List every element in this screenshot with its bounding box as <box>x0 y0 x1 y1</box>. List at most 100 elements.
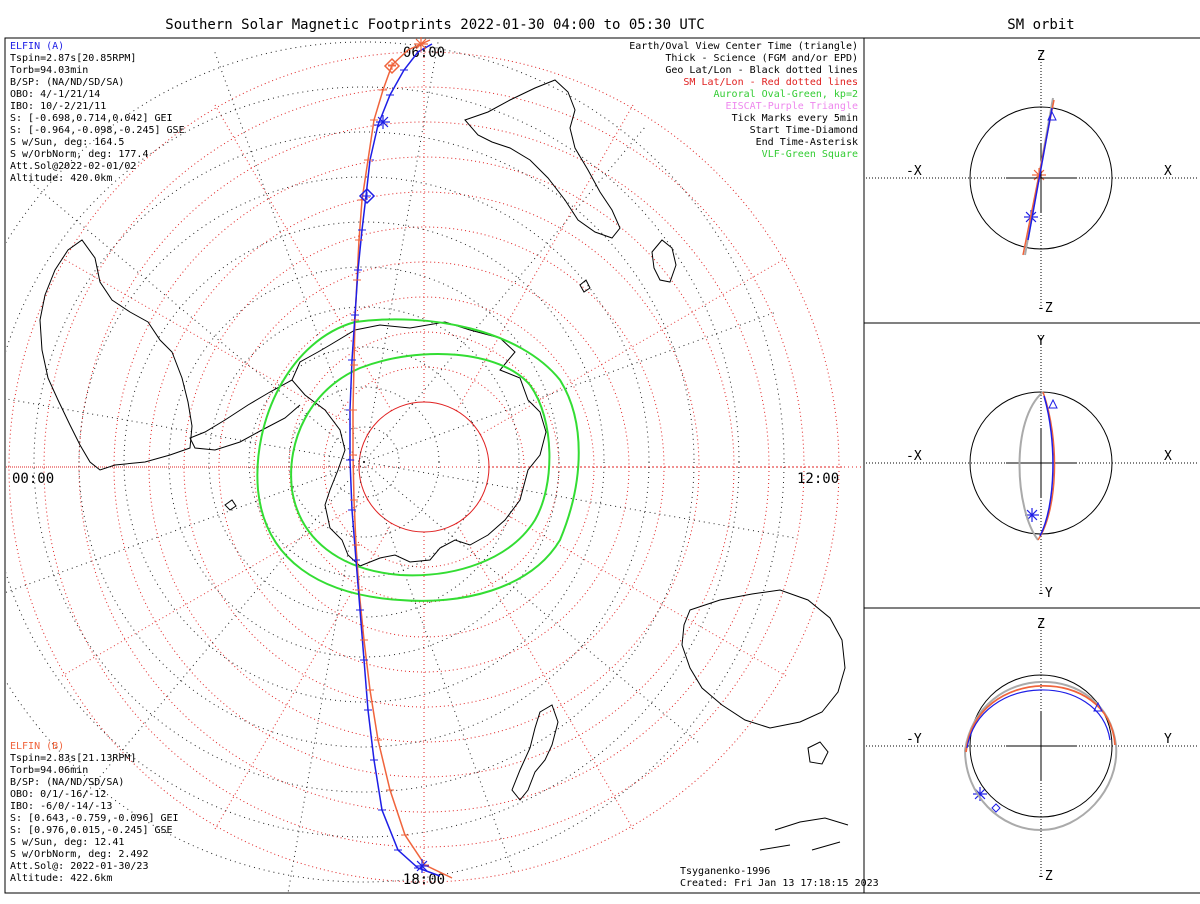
legend-entry: Earth/Oval View Center Time (triangle) <box>629 41 858 52</box>
sm-lon-line <box>480 256 788 435</box>
elfin-a-info-line: S: [-0.698,0.714,0.042] GEI <box>10 113 173 124</box>
orbit-trace-gray <box>1018 391 1044 541</box>
sm-lon-line <box>480 499 788 678</box>
elfin-a-start-diamond <box>358 187 376 205</box>
geo-lat-circle <box>6 86 740 838</box>
orbit-label-bottom: -Z <box>1037 301 1053 316</box>
model-label: Tsyganenko-1996 <box>680 866 770 877</box>
elfin-a-info-line: Torb=94.03min <box>10 65 88 76</box>
elfin-a-info-line: S w/OrbNorm, deg: 177.4 <box>10 149 148 160</box>
elfin-a-title: ELFIN (A) <box>10 41 64 52</box>
elfin-b-info-line: Torb=94.06min <box>10 765 88 776</box>
orbit-title: SM orbit <box>1007 17 1074 33</box>
geo-lon-line <box>213 48 365 463</box>
elfin-a-info-line: OBO: 4/-1/21/14 <box>10 89 100 100</box>
geo-lon-line <box>363 311 778 463</box>
geo-lon-line <box>6 398 365 463</box>
orbit-trace-gray <box>964 680 1118 832</box>
elfin-a-info-line: S w/Sun, deg: 164.5 <box>10 137 124 148</box>
legend-entry: SM Lat/Lon - Red dotted lines <box>683 77 858 88</box>
antarctica-coastline <box>291 321 547 567</box>
elfin-a-info-line: B/SP: (NA/ND/SD/SA) <box>10 77 124 88</box>
geo-lat-circle <box>208 306 520 618</box>
geo-lon-line <box>363 39 440 463</box>
orbit-label-right: X <box>1164 449 1172 464</box>
orbit-label-bottom: -Z <box>1037 869 1053 884</box>
sm-lon-line <box>213 103 392 411</box>
coastlines <box>39 79 849 851</box>
time-label-left: 00:00 <box>12 471 54 487</box>
orbit-label-left: -X <box>906 164 922 179</box>
time-label-right: 12:00 <box>797 471 839 487</box>
orbit-trace-a <box>1027 107 1053 241</box>
orbit-trace-b <box>965 684 1116 753</box>
elfin-b-info-line: S: [0.643,-0.759,-0.096] GEI <box>10 813 179 824</box>
earth-circle <box>969 674 1113 818</box>
auroral-oval-outer <box>256 318 580 602</box>
elfin-a-end-asterisk <box>377 116 389 128</box>
elfin-b-start-diamond <box>383 57 401 75</box>
elfin-a-track <box>349 43 441 877</box>
elfin-b-info-line: Tspin=2.83s[21.13RPM] <box>10 753 136 764</box>
orbit-label-right: X <box>1164 164 1172 179</box>
legend-entry: Tick Marks every 5min <box>732 113 858 124</box>
geo-lat-circle <box>288 386 440 538</box>
legend-entry: Thick - Science (FGM and/or EPD) <box>665 53 858 64</box>
legend-entry: End Time-Asterisk <box>756 137 858 148</box>
orbit-panel-1: Z -Z -X X <box>866 49 1198 316</box>
indonesia-coastline <box>759 817 849 851</box>
elfin-a-info: ELFIN (A) Tspin=2.87s[20.85RPM]Torb=94.0… <box>10 41 185 184</box>
elfin-b-info-line: OBO: 0/1/-16/-12 <box>10 789 106 800</box>
elfin-a-info-line: Altitude: 420.0km <box>10 173 112 184</box>
sm-lat-circle <box>8 51 840 883</box>
elfin-b-info-line: B/SP: (NA/ND/SD/SA) <box>10 777 124 788</box>
south-america-coastline <box>39 239 193 471</box>
kerguelen-island <box>579 279 591 293</box>
geo-lon-line <box>363 461 702 746</box>
orbit-label-left: -X <box>906 449 922 464</box>
legend-entry: EISCAT-Purple Triangle <box>726 101 858 112</box>
geo-lon-line <box>26 178 365 463</box>
legend-entry: Auroral Oval-Green, kp=2 <box>714 89 859 100</box>
geo-lat-circle <box>33 131 695 793</box>
elfin-b-info-line: IBO: -6/0/-14/-13 <box>10 801 112 812</box>
geo-lon-line <box>6 461 365 593</box>
elfin-b-info-line: S w/Sun, deg: 12.41 <box>10 837 124 848</box>
geo-lat-circle <box>168 266 560 658</box>
africa-coastline <box>464 79 621 239</box>
sm-orbit-panels: Z -Z -X X Y -Y -X X Z -Z -Y Y <box>866 49 1198 884</box>
elfin-a-bottom-asterisk <box>416 860 428 872</box>
orbit-a-asterisk <box>1026 509 1038 521</box>
sm-lon-line <box>456 523 635 831</box>
orbit-label-right: Y <box>1164 732 1172 747</box>
sm-lon-line <box>60 499 368 678</box>
earth-circle <box>969 106 1113 250</box>
auroral-ovals <box>256 318 580 602</box>
sm-lat-lon-grid <box>6 47 861 887</box>
auroral-oval-inner <box>290 353 551 577</box>
geo-lon-line <box>363 461 515 876</box>
new-zealand-coastline <box>511 704 559 801</box>
orbit-view-triangle <box>1093 701 1103 712</box>
orbit-label-top: Y <box>1037 334 1045 349</box>
geo-lon-line <box>80 461 365 800</box>
elfin-b-info-line: S: [0.976,0.015,-0.245] GSE <box>10 825 173 836</box>
sm-lat-circle <box>148 191 700 743</box>
orbit-panel-2: Y -Y -X X <box>866 334 1198 601</box>
map-frame <box>4 37 865 894</box>
elfin-b-info-line: Att.Sol@: 2022-01-30/23 <box>10 861 148 872</box>
orbit-view-triangle <box>1048 398 1058 409</box>
geo-lon-line <box>363 124 648 463</box>
time-label-bottom: 18:00 <box>403 872 445 888</box>
madagascar-coastline <box>651 239 677 283</box>
elfin-b-track <box>352 39 453 879</box>
geo-lon-line <box>287 461 365 892</box>
elfin-b-title: ELFIN (B) <box>10 741 64 752</box>
geo-lat-lon-grid <box>6 39 798 892</box>
elfin-a-info-line: Att.Sol@2022-02-01/02 <box>10 161 136 172</box>
geo-lat-circle <box>328 426 400 498</box>
geo-lat-circle <box>6 41 785 883</box>
legend-entry: VLF-Green Square <box>762 149 858 160</box>
elfin-a-info-line: IBO: 10/-2/21/11 <box>10 101 106 112</box>
